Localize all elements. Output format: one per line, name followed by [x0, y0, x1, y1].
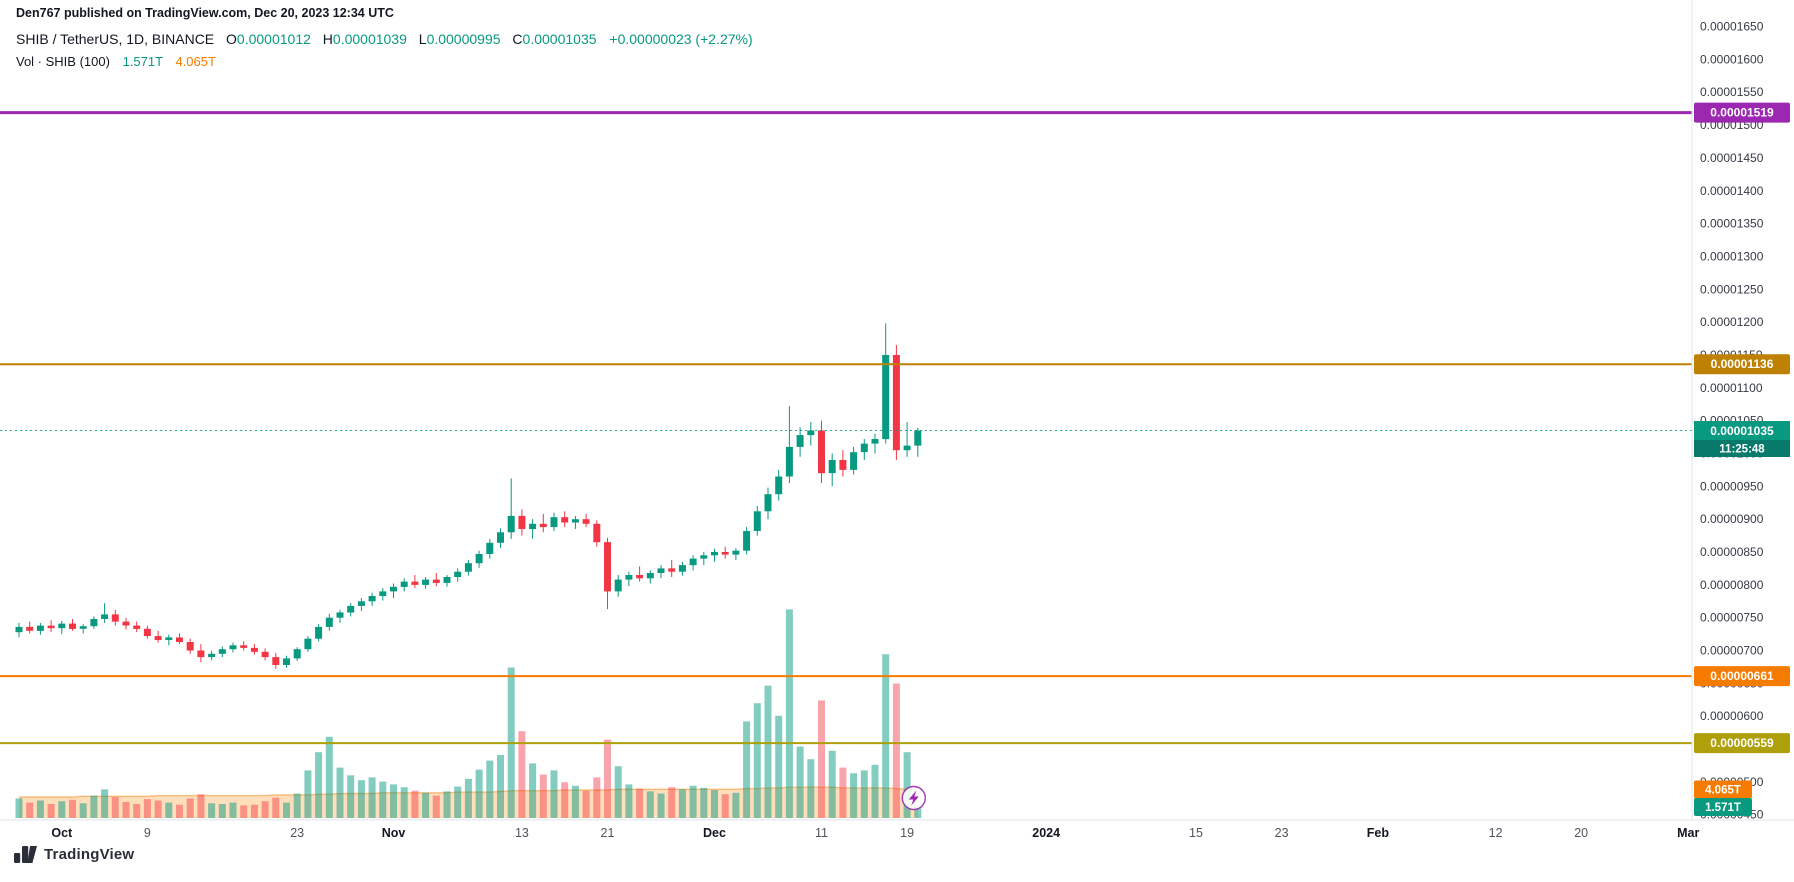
svg-text:9: 9: [144, 826, 151, 840]
svg-text:0.00001300: 0.00001300: [1700, 249, 1764, 263]
price-axis[interactable]: 0.000004500.000005000.000005500.00000600…: [1700, 20, 1764, 822]
tradingview-footer[interactable]: TradingView: [14, 846, 134, 863]
svg-text:21: 21: [601, 826, 615, 840]
tradingview-wordmark: TradingView: [44, 846, 135, 863]
svg-text:1.571T: 1.571T: [1705, 802, 1741, 814]
close-label: C: [512, 31, 523, 47]
svg-text:0.00001250: 0.00001250: [1700, 282, 1764, 296]
change-value: +0.00000023 (+2.27%): [609, 31, 753, 47]
volume-axis-label: 4.065T: [1694, 780, 1752, 799]
svg-text:11: 11: [815, 826, 828, 840]
svg-text:0.00001400: 0.00001400: [1700, 184, 1764, 198]
symbol-legend[interactable]: SHIB / TetherUS, 1D, BINANCE O0.00001012…: [16, 31, 753, 47]
svg-text:0.00001200: 0.00001200: [1700, 315, 1764, 329]
svg-text:0.00000800: 0.00000800: [1700, 578, 1764, 592]
svg-text:20: 20: [1574, 826, 1588, 840]
svg-text:0.00001450: 0.00001450: [1700, 151, 1764, 165]
attribution: Den767 published on TradingView.com, Dec…: [16, 6, 394, 20]
svg-text:0.00000850: 0.00000850: [1700, 545, 1764, 559]
svg-text:Oct: Oct: [51, 826, 73, 840]
price-level-label: 0.00001136: [1694, 354, 1790, 375]
low-value: 0.00000995: [426, 31, 501, 47]
close-value: 0.00001035: [522, 31, 597, 47]
svg-text:Feb: Feb: [1367, 826, 1390, 840]
price-level-label: 0.00000559: [1694, 733, 1790, 754]
svg-text:Mar: Mar: [1677, 826, 1699, 840]
high-value: 0.00001039: [332, 31, 407, 47]
svg-text:0.00000750: 0.00000750: [1700, 611, 1764, 625]
volume-indicator-label[interactable]: Vol · SHIB (100): [16, 54, 110, 69]
tradingview-logo-icon: [14, 846, 37, 863]
lightning-icon[interactable]: [901, 785, 926, 811]
price-level-label: 0.00001519: [1694, 102, 1790, 123]
svg-text:Dec: Dec: [703, 826, 726, 840]
svg-text:19: 19: [900, 826, 914, 840]
svg-text:15: 15: [1189, 826, 1203, 840]
svg-text:13: 13: [515, 826, 529, 840]
svg-text:0.00001550: 0.00001550: [1700, 85, 1764, 99]
open-value: 0.00001012: [236, 31, 311, 47]
svg-text:2024: 2024: [1032, 826, 1060, 840]
svg-text:0.00000900: 0.00000900: [1700, 512, 1764, 526]
volume-current-value: 1.571T: [122, 54, 163, 69]
svg-text:Nov: Nov: [382, 826, 406, 840]
svg-text:0.00001100: 0.00001100: [1700, 381, 1763, 395]
svg-text:0.00000600: 0.00000600: [1700, 709, 1764, 723]
open-label: O: [226, 31, 237, 47]
low-label: L: [418, 31, 427, 47]
svg-text:12: 12: [1489, 826, 1503, 840]
price-level-label: 0.00000661: [1694, 666, 1790, 687]
svg-text:23: 23: [1275, 826, 1289, 840]
svg-text:0.00001035: 0.00001035: [1710, 424, 1774, 438]
candles: [15, 323, 922, 669]
symbol-title[interactable]: SHIB / TetherUS, 1D, BINANCE: [16, 31, 215, 47]
svg-text:0.00000661: 0.00000661: [1710, 669, 1774, 683]
svg-text:0.00000559: 0.00000559: [1710, 736, 1774, 750]
svg-text:4.065T: 4.065T: [1705, 785, 1741, 797]
svg-text:23: 23: [290, 826, 304, 840]
svg-text:0.00000950: 0.00000950: [1700, 479, 1764, 493]
high-label: H: [322, 31, 333, 47]
countdown-value: 11:25:48: [1719, 444, 1765, 456]
volume-bars: [15, 609, 922, 818]
svg-text:0.00001600: 0.00001600: [1700, 52, 1764, 66]
volume-ma-value: 4.065T: [175, 54, 216, 69]
last-price-label: 0.00001035 11:25:48: [1694, 421, 1790, 457]
svg-text:0.00001519: 0.00001519: [1710, 106, 1774, 120]
svg-text:0.00001350: 0.00001350: [1700, 217, 1764, 231]
time-axis[interactable]: Oct 9 23 Nov 13 21 Dec 11 19 2024 15 23 Feb 12 20 Mar: [51, 826, 1699, 840]
svg-text:0.00001136: 0.00001136: [1711, 357, 1774, 371]
countdown-box: [1694, 440, 1790, 457]
volume-legend[interactable]: Vol · SHIB (100) 1.571T 4.065T: [16, 54, 216, 69]
svg-text:0.00000700: 0.00000700: [1700, 644, 1764, 658]
volume-axis-label: 1.571T: [1694, 798, 1752, 816]
svg-text:0.00001650: 0.00001650: [1700, 20, 1764, 34]
